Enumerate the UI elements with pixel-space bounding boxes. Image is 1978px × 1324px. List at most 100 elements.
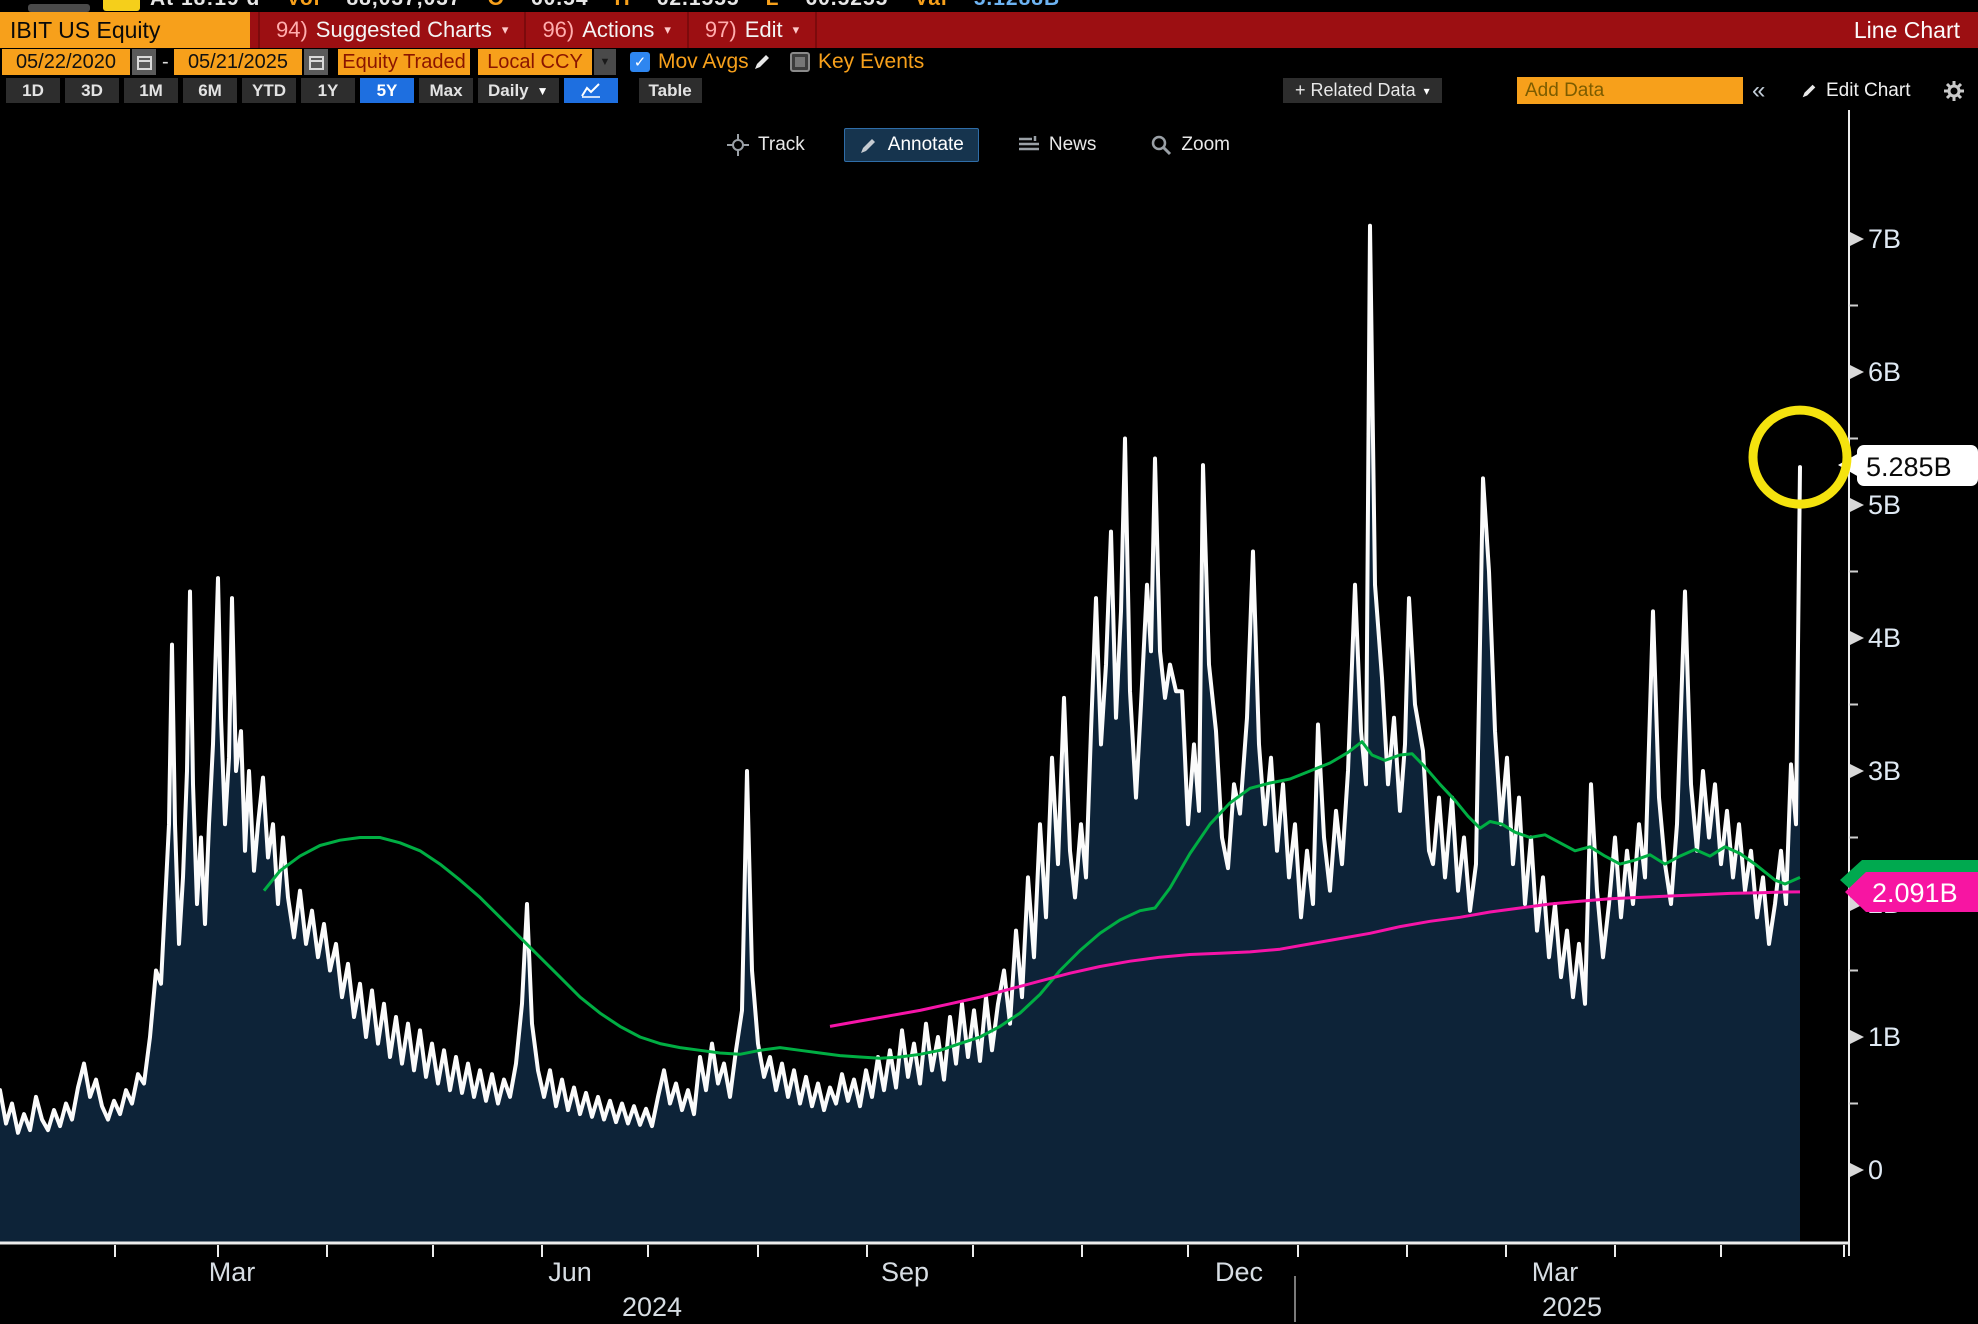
y-axis-label: 3B xyxy=(1868,756,1901,786)
range-button-1y[interactable]: 1Y xyxy=(301,78,355,103)
frequency-label: Daily xyxy=(488,80,529,100)
date-to-input[interactable]: 05/21/2025 xyxy=(174,49,302,75)
chart-settings-button[interactable] xyxy=(1944,78,1964,103)
zoom-button[interactable]: Zoom xyxy=(1135,128,1245,162)
pencil-icon xyxy=(1800,82,1818,100)
quote-fragment: H xyxy=(615,0,631,10)
range-button-max[interactable]: Max xyxy=(419,78,473,103)
news-lines-icon xyxy=(1018,135,1040,155)
y-axis-label: 4B xyxy=(1868,623,1901,653)
range-button-3d[interactable]: 3D xyxy=(65,78,119,103)
x-axis-month-label: Mar xyxy=(1532,1257,1579,1287)
currency-dropdown-button[interactable]: ▼ xyxy=(594,49,616,75)
gear-icon xyxy=(1944,80,1964,101)
ma-long-value-label: 2.091B xyxy=(1872,878,1958,908)
chevron-down-icon: ▾ xyxy=(792,22,800,37)
add-data-input[interactable] xyxy=(1517,77,1743,104)
y-axis-label: 6B xyxy=(1868,357,1901,387)
chevron-down-icon: ▾ xyxy=(501,22,509,37)
line-chart-mode-button[interactable] xyxy=(563,78,618,103)
y-axis-tick-arrow xyxy=(1850,365,1864,379)
quote-fragment: Val xyxy=(914,0,947,10)
news-button[interactable]: News xyxy=(1003,128,1112,162)
edit-chart-button[interactable]: Edit Chart xyxy=(1800,78,1910,103)
related-data-button[interactable]: + Related Data ▾ xyxy=(1283,78,1442,103)
annotate-button[interactable]: Annotate xyxy=(843,128,979,162)
y-axis-label: 5B xyxy=(1868,490,1901,520)
collapse-panel-button[interactable]: « xyxy=(1752,77,1766,104)
chart-type-label: Line Chart xyxy=(1853,16,1960,43)
menu-items: 94) Suggested Charts ▾ 96) Actions ▾ 97) Edit ▾ xyxy=(258,12,818,48)
security-type-select[interactable]: Equity Traded xyxy=(338,49,470,75)
key-events-label: Key Events xyxy=(818,50,925,73)
y-axis-label: 1B xyxy=(1868,1022,1901,1052)
date-from-input[interactable]: 05/22/2020 xyxy=(2,49,130,75)
y-axis-tick-arrow xyxy=(1850,764,1864,778)
volume-area xyxy=(0,225,1800,1243)
quote-fragment: 62.1555 xyxy=(657,0,740,10)
quote-fragment: 5.1288B xyxy=(974,0,1060,10)
y-axis-label: 7B xyxy=(1868,224,1901,254)
magnifier-icon xyxy=(1150,134,1172,156)
chevron-down-icon: ▼ xyxy=(536,83,549,98)
frequency-select[interactable]: Daily ▼ xyxy=(478,78,559,103)
chart-canvas[interactable]: 01B2B3B4B5B6B7BMarJunSepDecMar202420252.… xyxy=(0,104,1978,1324)
menu-button-edit[interactable]: 97) Edit ▾ xyxy=(686,12,818,48)
range-button-ytd[interactable]: YTD xyxy=(242,78,296,103)
ma-long-value-badge xyxy=(1845,872,1978,912)
menu-button-suggested-charts[interactable]: 94) Suggested Charts ▾ xyxy=(258,12,524,48)
moving-average-long-line xyxy=(829,890,1801,1028)
date-range-dash: - xyxy=(162,50,169,73)
y-axis-tick-arrow xyxy=(1850,232,1864,246)
quote-line: At 18:19 d Vol 88,037,037 O 60.54 H 62.1555 L 60… xyxy=(150,0,1086,11)
range-button-6m[interactable]: 6M xyxy=(183,78,237,103)
last-value-label: 5.285B xyxy=(1866,452,1952,482)
y-axis-label: 0 xyxy=(1868,1155,1883,1185)
chevron-down-icon: ▾ xyxy=(1423,83,1430,98)
quote-fragment: 60.54 xyxy=(531,0,589,10)
range-button-1m[interactable]: 1M xyxy=(124,78,178,103)
currency-select[interactable]: Local CCY xyxy=(478,49,592,75)
last-value-badge xyxy=(1857,445,1978,486)
annotation-circle xyxy=(1748,405,1852,509)
range-button-1d[interactable]: 1D xyxy=(6,78,60,103)
y-axis-tick-arrow xyxy=(1850,631,1864,645)
menu-bar: IBIT US Equity 94) Suggested Charts ▾ 96) Ac… xyxy=(0,12,1978,48)
menu-button-actions[interactable]: 96) Actions ▾ xyxy=(524,12,686,48)
security-ticker-input[interactable]: IBIT US Equity xyxy=(0,12,250,48)
calendar-icon xyxy=(308,55,324,70)
menu-label: Suggested Charts xyxy=(315,17,492,42)
x-axis-year-label: 2025 xyxy=(1542,1292,1602,1322)
mov-avgs-pencil-icon[interactable] xyxy=(752,49,772,75)
x-axis-month-label: Mar xyxy=(209,1257,256,1287)
x-axis-year-label: 2024 xyxy=(622,1292,682,1322)
menu-number: 94) xyxy=(276,17,308,42)
top-ticker-sliver: At 18:19 d Vol 88,037,037 O 60.54 H 62.1555 L 60… xyxy=(0,0,1978,12)
filter-bar: 05/22/2020 - 05/21/2025 Equity Traded Lo… xyxy=(0,48,1978,77)
calendar-to-button[interactable] xyxy=(304,49,328,75)
line-chart-icon xyxy=(580,83,601,98)
quote-fragment: O xyxy=(488,0,505,10)
moving-average-short-line xyxy=(262,740,1801,1060)
quote-fragment: Vol xyxy=(286,0,320,10)
calendar-from-button[interactable] xyxy=(132,49,156,75)
key-events-checkbox[interactable] xyxy=(790,52,810,72)
pencil-icon xyxy=(859,135,879,155)
chevron-down-icon: ▾ xyxy=(664,22,671,37)
y-axis-tick-arrow xyxy=(1850,897,1864,911)
quote-fragment: 88,037,037 xyxy=(347,0,462,10)
quote-fragment: L xyxy=(766,0,780,10)
table-button[interactable]: Table xyxy=(638,78,702,103)
quote-fragment: 60.5255 xyxy=(805,0,888,10)
volume-line xyxy=(0,223,1802,1135)
y-axis-tick-arrow xyxy=(1850,1163,1864,1177)
crosshair-icon xyxy=(727,134,749,156)
quote-fragment: At 18:19 d xyxy=(150,0,260,10)
range-button-5y[interactable]: 5Y xyxy=(360,78,414,103)
mov-avgs-checkbox[interactable]: ✓ xyxy=(630,52,650,72)
track-button[interactable]: Track xyxy=(712,128,820,162)
menu-label: Actions xyxy=(582,17,655,42)
menu-number: 97) xyxy=(704,17,737,42)
x-axis-month-label: Sep xyxy=(881,1257,929,1287)
alert-icon xyxy=(103,0,140,11)
